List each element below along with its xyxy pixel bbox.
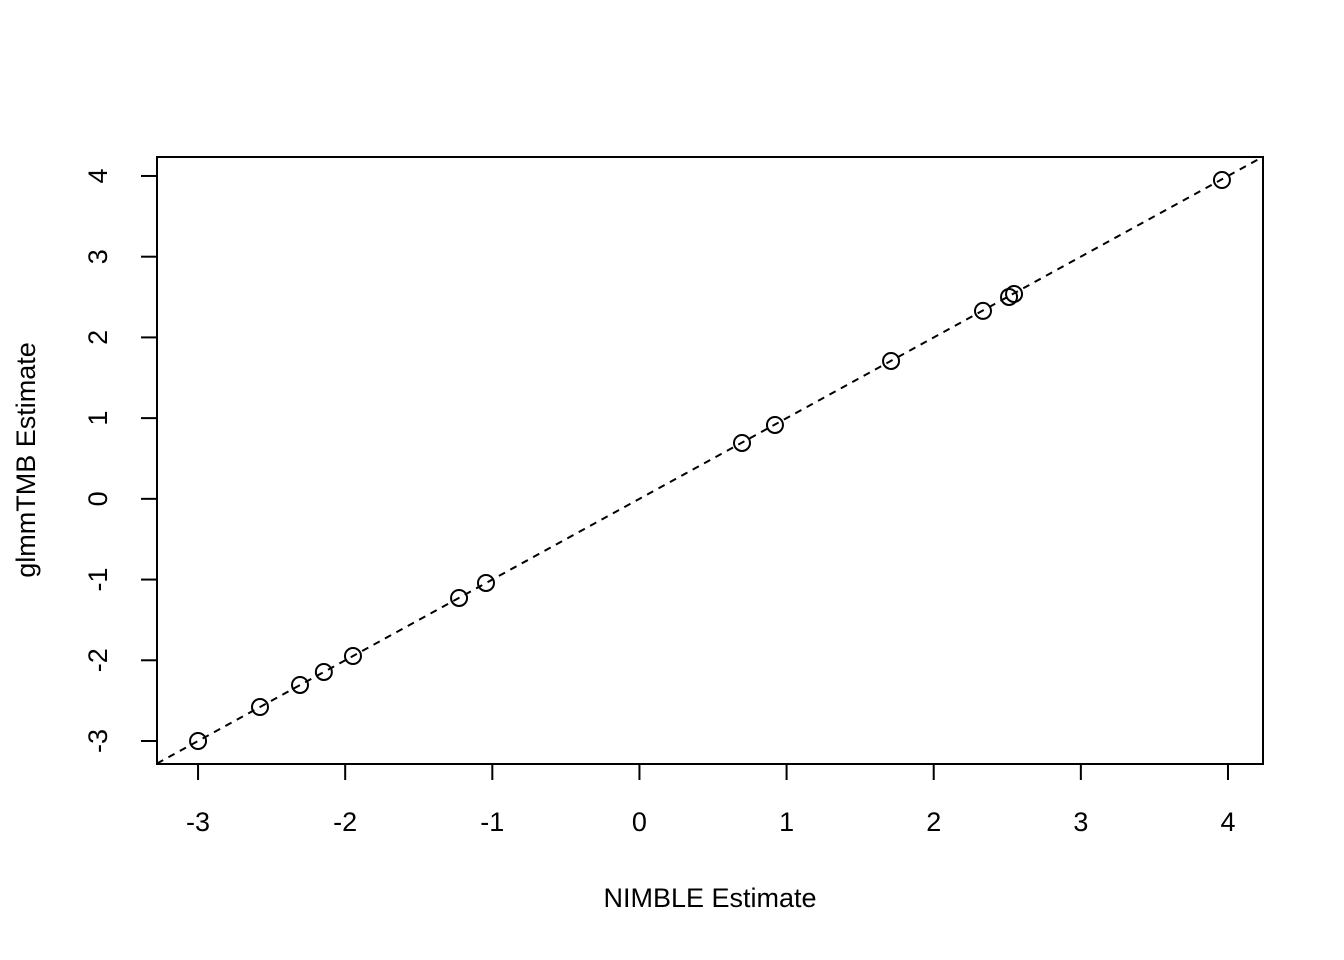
point xyxy=(974,301,993,320)
plot-area xyxy=(157,157,1263,764)
reference-line xyxy=(157,157,1263,764)
point xyxy=(314,662,333,681)
plot-frame xyxy=(156,156,1264,765)
point xyxy=(291,675,310,694)
y-axis-label: glmmTMB Estimate xyxy=(11,342,41,578)
y-tick-label: -2 xyxy=(83,648,113,672)
x-axis-label: NIMBLE Estimate xyxy=(603,883,816,913)
point xyxy=(733,433,752,452)
x-tick-label: 0 xyxy=(632,807,647,837)
point xyxy=(1005,284,1024,303)
point xyxy=(476,573,495,592)
y-tick-label: -3 xyxy=(83,729,113,753)
x-tick-label: 4 xyxy=(1220,807,1235,837)
y-tick-label: 3 xyxy=(83,249,113,264)
x-tick-label: -1 xyxy=(480,807,504,837)
point xyxy=(1212,171,1231,190)
x-tick-label: 3 xyxy=(1073,807,1088,837)
y-tick-label: 0 xyxy=(83,491,113,506)
x-tick-label: -2 xyxy=(333,807,357,837)
x-tick-label: 1 xyxy=(779,807,794,837)
y-tick-label: 1 xyxy=(83,411,113,426)
y-tick-label: 4 xyxy=(83,168,113,183)
x-tick-label: 2 xyxy=(926,807,941,837)
x-tick-label: -3 xyxy=(186,807,210,837)
point xyxy=(765,415,784,434)
y-tick-label: -1 xyxy=(83,568,113,592)
point xyxy=(882,351,901,370)
point xyxy=(250,698,269,717)
y-tick-label: 2 xyxy=(83,330,113,345)
point xyxy=(189,731,208,750)
point xyxy=(450,588,469,607)
point xyxy=(343,646,362,665)
